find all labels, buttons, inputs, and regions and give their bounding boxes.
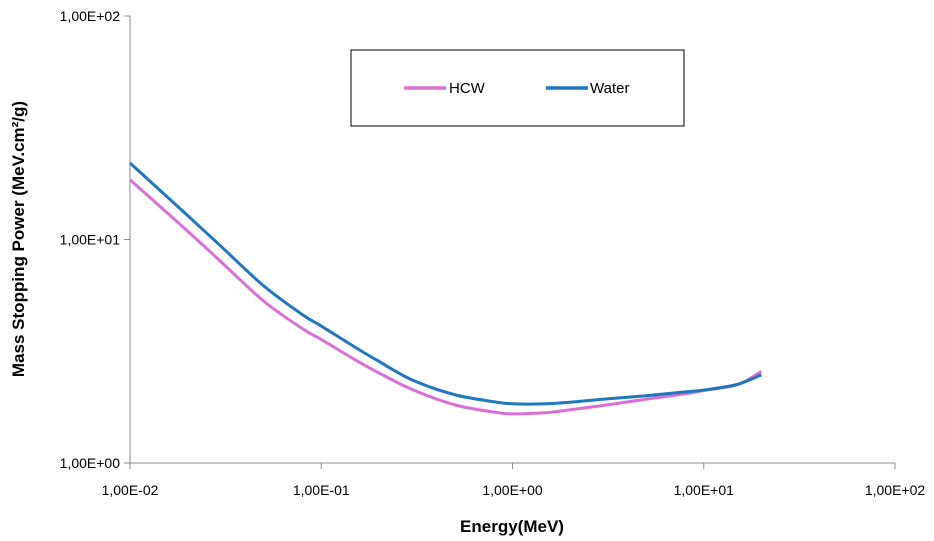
legend-box [350, 49, 685, 127]
legend-label-water: Water [590, 80, 629, 97]
x-tick-label: 1,00E-01 [293, 482, 350, 498]
series-lines [128, 161, 763, 416]
y-tick-label: 1,00E+00 [60, 455, 121, 471]
legend-label-hcw: HCW [449, 80, 486, 97]
axis-ticks: 1,00E-02 1,00E-01 1,00E+00 1,00E+01 1,00E+02… [60, 8, 926, 498]
series-line-hcw [129, 178, 763, 416]
y-tick-label: 1,00E+01 [60, 232, 121, 248]
x-tick-label: 1,00E-02 [102, 482, 159, 498]
series-line-water [128, 161, 762, 406]
y-tick-label: 1,00E+02 [60, 8, 121, 24]
x-tick-label: 1,00E+01 [674, 482, 735, 498]
y-axis-title: Mass Stopping Power (MeV.cm²/g) [9, 101, 28, 377]
x-tick-label: 1,00E+00 [482, 482, 543, 498]
x-tick-label: 1,00E+02 [865, 482, 926, 498]
legend: HCW Water [350, 49, 685, 127]
x-axis-title: Energy(MeV) [460, 517, 564, 536]
